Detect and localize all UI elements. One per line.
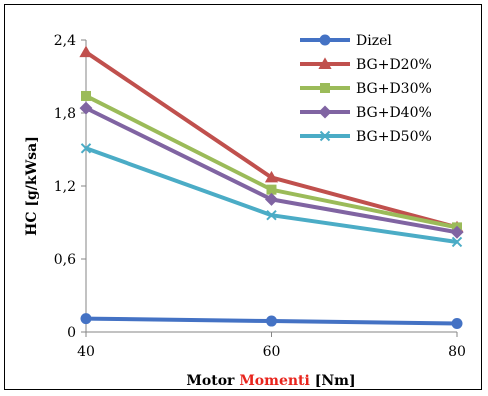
data-point-marker [318,57,332,69]
data-point-marker [266,315,277,327]
y-tick-label: 0 [67,325,76,341]
data-point-marker [265,192,278,206]
data-point-marker [318,105,332,119]
legend: Dizel BG+D20% BG+D30% BG+D40% BG+D50% [300,33,432,145]
legend-label: BG+D40% [356,105,432,121]
data-point-marker [79,45,93,58]
data-point-marker [450,225,464,239]
legend-label: BG+D30% [356,81,432,97]
legend-label: BG+D50% [356,129,432,145]
legend-entry: BG+D50% [300,129,432,145]
data-point-marker [264,170,279,183]
series-Dizel [80,313,463,329]
series-BG+D40% [79,101,464,239]
data-point-marker [266,209,277,221]
legend-entry: BG+D20% [300,57,432,73]
y-tick-label: 0,6 [54,252,76,268]
x-axis-title-part: Motor [186,373,239,389]
legend-entry: BG+D40% [300,105,432,121]
y-tick-label: 1,2 [54,179,76,195]
legend-entry: BG+D30% [300,81,432,97]
x-tick-group: 40 60 80 [77,332,466,360]
series-group [79,45,464,329]
data-point-marker [451,236,463,248]
data-point-marker [81,90,91,101]
data-point-marker [319,130,331,142]
y-axis-title: HC [g/kWsa] [24,136,40,236]
x-axis-title: Motor Momenti [Nm] [186,373,355,389]
x-tick-label: 60 [263,344,281,360]
legend-entry: Dizel [300,33,392,49]
x-tick-label: 40 [77,344,95,360]
y-tick-label: 2,4 [54,33,76,49]
x-tick-label: 80 [448,344,466,360]
data-point-marker [451,317,463,329]
data-point-marker [79,101,93,115]
legend-label: BG+D20% [356,57,432,73]
x-axis-title-part: Momenti [239,373,310,389]
y-tick-group: 0 0,6 1,2 1,8 2,4 [54,33,86,341]
y-tick-label: 1,8 [54,106,76,122]
legend-label: Dizel [356,33,392,49]
chart-frame [4,4,482,390]
data-point-marker [80,143,92,154]
series-BG+D50% [80,143,463,248]
x-axis-title-part: [Nm] [310,373,356,389]
data-point-marker [320,83,330,93]
data-point-marker [319,34,331,46]
data-point-marker [80,313,92,325]
data-point-marker [266,184,277,195]
